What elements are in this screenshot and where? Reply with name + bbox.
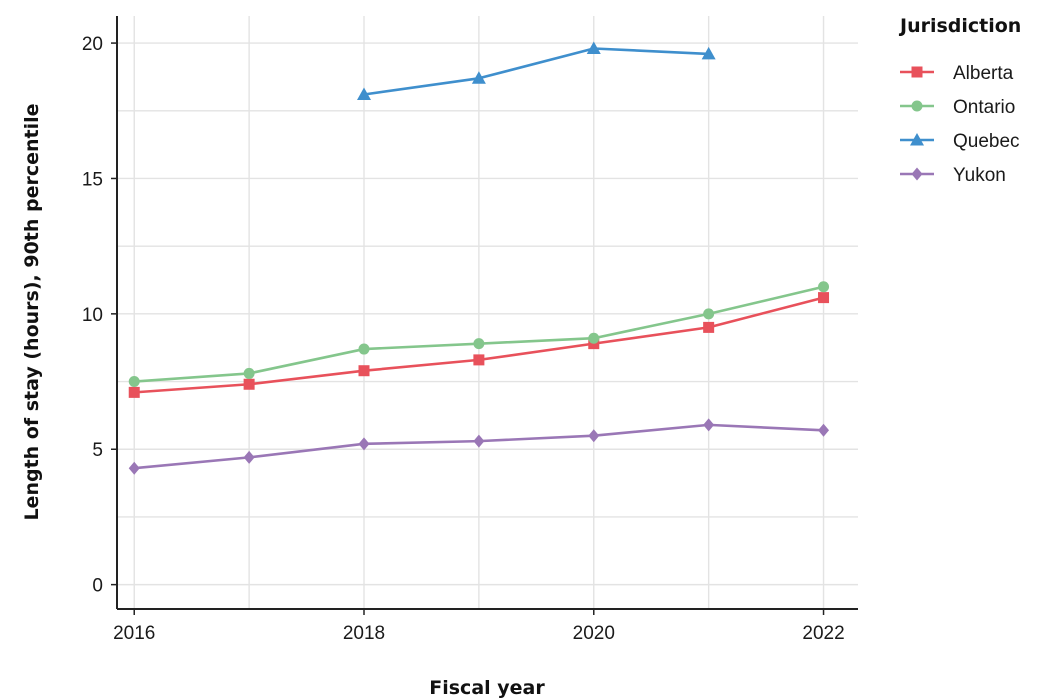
x-tick-label: 2022 xyxy=(802,623,844,644)
data-point-yukon xyxy=(818,423,830,437)
data-point-yukon xyxy=(243,450,255,464)
data-point-ontario xyxy=(358,343,370,355)
y-tick-label: 20 xyxy=(82,34,103,55)
data-point-ontario xyxy=(243,367,255,379)
series-yukon xyxy=(128,418,830,475)
y-tick-label: 10 xyxy=(82,305,103,326)
grid-lines xyxy=(117,16,858,609)
tick-labels: 2016 2018 2020 2022 0 5 10 15 20 xyxy=(82,34,845,644)
legend-item-quebec: Quebec xyxy=(900,131,1020,152)
x-tick-label: 2018 xyxy=(343,623,385,644)
data-point-alberta xyxy=(358,365,370,377)
data-point-alberta xyxy=(243,378,255,390)
legend-marker-yukon xyxy=(911,167,923,181)
data-point-quebec xyxy=(701,46,716,60)
data-point-ontario xyxy=(473,338,485,350)
data-point-quebec xyxy=(586,41,601,54)
x-tick-label: 2020 xyxy=(573,623,615,644)
data-point-quebec xyxy=(357,87,371,101)
data-point-yukon xyxy=(473,434,485,448)
series-quebec xyxy=(357,41,716,101)
legend-marker-quebec xyxy=(910,133,924,146)
data-point-alberta xyxy=(703,321,715,333)
y-tick-label: 0 xyxy=(92,576,103,597)
axes xyxy=(111,16,858,615)
y-tick-label: 15 xyxy=(82,169,103,190)
data-point-ontario xyxy=(703,308,715,320)
data-point-yukon xyxy=(588,429,600,443)
legend-label-ontario: Ontario xyxy=(953,97,1015,118)
legend-label-quebec: Quebec xyxy=(953,131,1020,152)
y-tick-label: 5 xyxy=(92,440,103,461)
y-axis-title: Length of stay (hours), 90th percentile xyxy=(21,103,43,520)
data-point-alberta xyxy=(818,292,830,304)
legend: Jurisdiction Alberta Ontario Quebec Yukon xyxy=(898,15,1021,186)
legend-marker-alberta xyxy=(911,66,923,78)
legend-item-alberta: Alberta xyxy=(900,63,1014,84)
legend-title: Jurisdiction xyxy=(898,15,1021,37)
data-point-alberta xyxy=(128,386,140,398)
legend-label-yukon: Yukon xyxy=(953,165,1006,186)
series-line-quebec xyxy=(363,47,709,96)
data-point-yukon xyxy=(703,418,715,432)
data-point-ontario xyxy=(588,332,600,344)
legend-item-ontario: Ontario xyxy=(900,97,1015,118)
data-point-alberta xyxy=(473,354,485,366)
data-point-ontario xyxy=(818,281,830,293)
data-point-ontario xyxy=(128,376,140,388)
data-point-yukon xyxy=(358,437,370,451)
data-point-quebec xyxy=(471,71,486,84)
series-layer xyxy=(128,41,830,475)
legend-item-yukon: Yukon xyxy=(900,165,1006,186)
legend-label-alberta: Alberta xyxy=(953,63,1014,84)
x-axis-title: Fiscal year xyxy=(429,677,545,699)
x-tick-label: 2016 xyxy=(113,623,155,644)
legend-marker-ontario xyxy=(911,100,923,112)
data-point-yukon xyxy=(128,461,140,475)
series-ontario xyxy=(128,281,830,388)
